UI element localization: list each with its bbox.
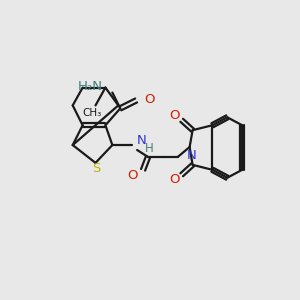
Text: S: S [92, 162, 101, 175]
Text: O: O [144, 93, 154, 106]
Text: H: H [145, 142, 154, 154]
Text: O: O [169, 173, 180, 186]
Text: N: N [137, 134, 147, 147]
Text: N: N [187, 149, 196, 162]
Text: H₂N: H₂N [77, 80, 102, 93]
Text: O: O [169, 109, 180, 122]
Text: O: O [128, 169, 138, 182]
Text: CH₃: CH₃ [82, 108, 101, 118]
